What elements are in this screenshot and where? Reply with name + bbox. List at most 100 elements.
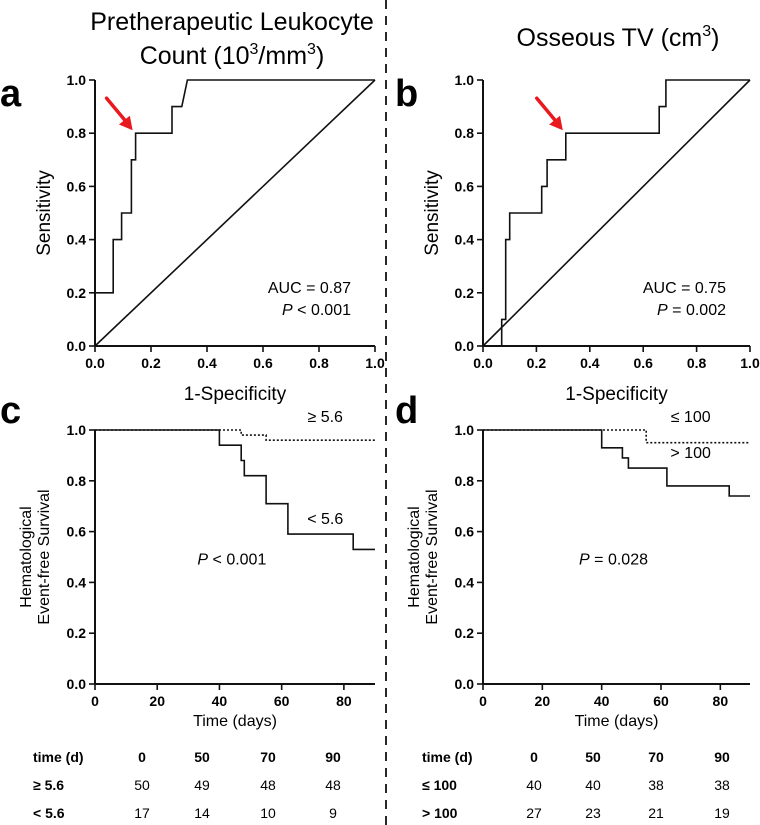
y-axis-label-line1-c: Hematological	[18, 506, 35, 607]
series-line-b	[483, 79, 750, 347]
risk-table-cell: 14	[194, 805, 210, 821]
risk-table-header-time: 0	[138, 749, 146, 765]
x-tick-label-c: 60	[274, 693, 290, 709]
y-tick-label-c: 0.8	[67, 473, 87, 489]
auc-text-a: AUC = 0.87	[268, 280, 351, 297]
header-right: Osseous TV (cm3)	[517, 23, 720, 52]
panel-c: 0.0 0.2 0.4 0.6 0.8 1.0 0 20 40 60 80 Time (days) He…	[18, 409, 375, 730]
series-line-c	[95, 429, 375, 551]
x-tick-label-b: 1.0	[740, 355, 760, 371]
risk-table-cell: 17	[134, 805, 150, 821]
panel-label-b: b	[395, 73, 418, 115]
y-tick-label-a: 0.2	[67, 285, 87, 301]
x-tick-label-c: 0	[91, 693, 99, 709]
y-tick-label-c: 0.0	[67, 676, 87, 692]
risk-table-header-time: 90	[714, 749, 730, 765]
y-tick-label-d: 0.4	[455, 574, 475, 590]
x-tick-label-a: 0.4	[197, 355, 217, 371]
y-tick-label-d: 0.8	[455, 473, 475, 489]
highlight-arrow-a	[104, 96, 129, 124]
panel-b: 0.0 0.2 0.4 0.6 0.8 1.0 0.0 0.2 0.4 0.6 0.8 1.0 1-Sp…	[422, 72, 760, 405]
x-tick-label-b: 0.2	[527, 355, 547, 371]
panel-label-c: c	[0, 390, 21, 432]
x-axis-label-c: Time (days)	[193, 713, 277, 730]
x-tick-label-d: 0	[479, 693, 487, 709]
risk-table-cell: 38	[648, 777, 664, 793]
panel-a: 0.0 0.2 0.4 0.6 0.8 1.0 0.0 0.2 0.4 0.6 0.8 1.0 1-Sp…	[34, 72, 385, 405]
risk-table-header-time: 70	[260, 749, 276, 765]
y-tick-label-a: 0.6	[67, 178, 87, 194]
x-axis-label-a: 1-Specificity	[184, 384, 287, 405]
header-left-line1: Pretherapeutic Leukocyte	[90, 8, 374, 36]
y-axis-label-line2-d: Event-free Survival	[424, 489, 441, 624]
risk-table-cell: 38	[714, 777, 730, 793]
x-tick-label-d: 60	[653, 693, 669, 709]
x-tick-label-b: 0.4	[580, 355, 600, 371]
series-line-b	[482, 79, 751, 347]
x-tick-label-c: 40	[212, 693, 228, 709]
risk-table-left: time (d) 0 50 70 90 ≥ 5.6 50 49 48 48 < 5.6 17 14 10 9	[33, 749, 341, 821]
x-tick-label-a: 0.8	[309, 355, 329, 371]
panel-label-a: a	[0, 73, 22, 115]
auc-text-b: AUC = 0.75	[643, 280, 726, 297]
y-tick-label-b: 0.6	[455, 178, 475, 194]
risk-table-cell: 19	[714, 805, 730, 821]
risk-table-cell: 40	[526, 777, 542, 793]
x-tick-label-a: 1.0	[365, 355, 385, 371]
y-tick-label-b: 0.2	[455, 285, 475, 301]
risk-table-cell: 50	[134, 777, 150, 793]
series-line-a	[94, 79, 375, 346]
risk-table-cell: 40	[585, 777, 601, 793]
x-tick-label-a: 0.6	[253, 355, 273, 371]
risk-table-header-label: time (d)	[33, 749, 84, 765]
risk-table-row-label: < 5.6	[33, 805, 65, 821]
x-tick-label-d: 80	[713, 693, 729, 709]
risk-table-row-label: ≥ 5.6	[33, 777, 64, 793]
series-line-d	[483, 429, 750, 444]
p-value-c: P < 0.001	[197, 552, 266, 569]
risk-table-cell: 27	[526, 805, 542, 821]
risk-table-cell: 23	[585, 805, 601, 821]
y-tick-label-b: 0.8	[455, 125, 475, 141]
y-tick-label-d: 1.0	[455, 422, 475, 438]
risk-table-header-time: 0	[530, 749, 538, 765]
risk-table-cell: 49	[194, 777, 210, 793]
x-tick-label-d: 40	[594, 693, 610, 709]
risk-table-cell: 9	[329, 805, 337, 821]
y-tick-label-d: 0.0	[455, 676, 475, 692]
x-tick-label-c: 80	[336, 693, 352, 709]
y-tick-label-c: 0.6	[67, 524, 87, 540]
y-tick-label-b: 1.0	[455, 72, 475, 88]
y-tick-label-d: 0.2	[455, 625, 475, 641]
highlight-arrow-head-a	[118, 115, 133, 131]
risk-table-cell: 10	[260, 805, 276, 821]
risk-table-row-label: > 100	[422, 805, 458, 821]
y-axis-label-line2-c: Event-free Survival	[36, 489, 53, 624]
x-tick-label-d: 20	[535, 693, 551, 709]
p-value-a: P < 0.001	[282, 302, 351, 319]
y-tick-label-b: 0.0	[455, 338, 475, 354]
curve-label-high-c: ≥ 5.6	[307, 409, 343, 426]
panel-d: 0.0 0.2 0.4 0.6 0.8 1.0 0 20 40 60 80 Time (days) He…	[406, 409, 750, 730]
y-tick-label-c: 1.0	[67, 422, 87, 438]
panel-label-d: d	[395, 390, 418, 432]
x-axis-label-d: Time (days)	[575, 713, 659, 730]
x-tick-label-c: 20	[149, 693, 165, 709]
risk-table-header-time: 50	[585, 749, 601, 765]
y-tick-label-a: 1.0	[67, 72, 87, 88]
risk-table-cell: 21	[648, 805, 664, 821]
y-tick-label-a: 0.8	[67, 125, 87, 141]
highlight-arrow-head-b	[549, 115, 563, 131]
p-value-b: P = 0.002	[657, 302, 726, 319]
x-axis-label-b: 1-Specificity	[565, 384, 668, 405]
series-line-c	[95, 429, 375, 441]
y-tick-label-b: 0.4	[455, 232, 475, 248]
risk-table-header-time: 90	[325, 749, 341, 765]
y-axis-label-line1-d: Hematological	[406, 506, 423, 607]
risk-table-header-label: time (d)	[422, 749, 473, 765]
y-axis-label-a: Sensitivity	[34, 170, 55, 256]
x-tick-label-b: 0.6	[633, 355, 653, 371]
y-axis-label-b: Sensitivity	[422, 170, 443, 256]
x-tick-label-b: 0.0	[473, 355, 493, 371]
